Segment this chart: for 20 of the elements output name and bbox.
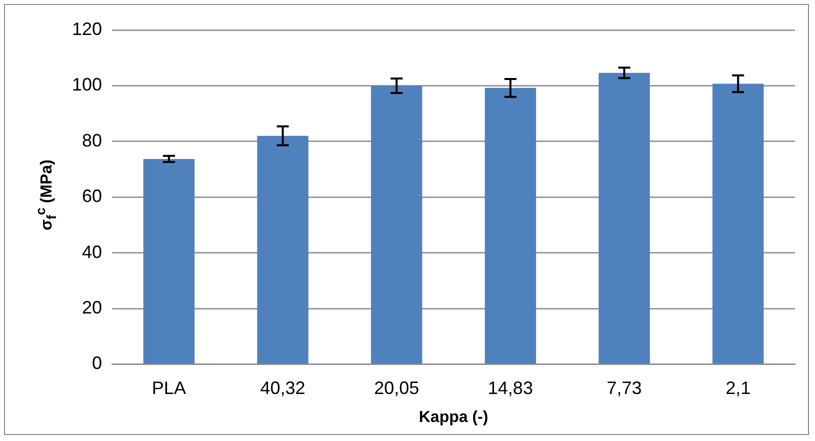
- x-tick-label: 40,32: [260, 378, 306, 398]
- x-axis-title: Kappa (-): [418, 408, 488, 426]
- bar: [370, 86, 422, 364]
- x-tick-label: 14,83: [488, 378, 533, 398]
- y-tick-label: 80: [82, 130, 102, 150]
- bar: [598, 72, 650, 364]
- y-tick-label: 40: [82, 242, 102, 262]
- bar: [143, 158, 195, 364]
- x-tick-label: 20,05: [374, 378, 420, 398]
- y-tick-label: 0: [92, 353, 102, 374]
- y-tick-label: 120: [72, 18, 102, 39]
- x-tick-label: 7,73: [606, 378, 642, 398]
- bar: [712, 84, 764, 364]
- bar: [484, 88, 536, 364]
- y-tick-label: 60: [82, 186, 102, 206]
- y-tick-label: 100: [72, 74, 102, 95]
- x-tick-label: PLA: [152, 378, 186, 398]
- y-tick-label: 20: [82, 297, 102, 318]
- bar: [257, 136, 308, 364]
- x-tick-label: 2,1: [726, 378, 751, 398]
